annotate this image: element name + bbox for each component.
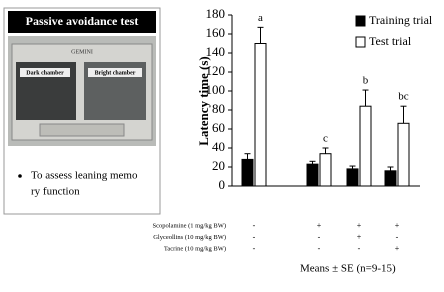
treatment-mark: + [357,221,362,230]
y-tick-label: 60 [212,120,225,135]
treatment-mark: - [318,244,321,253]
label-bg [20,68,70,77]
bar [359,105,372,187]
treatment-mark: + [357,232,362,241]
bar [384,170,397,187]
treatment-mark: + [395,244,400,253]
legend-label: Test trial [369,34,412,48]
label-bg [88,68,142,77]
bar [306,163,319,187]
treatment-mark: - [253,232,256,241]
treatment-mark: - [396,232,399,241]
significance-label: a [258,12,263,24]
bright-label: Bright chamber [95,70,136,76]
dark-label: Dark chamber [26,70,64,76]
y-tick-label: 120 [206,63,226,78]
significance-label: bc [398,91,409,103]
treatment-mark: - [253,221,256,230]
legend-swatch [355,15,366,27]
panel-title-bar [8,11,156,33]
legend-label: Training trial [369,13,433,27]
y-tick-label: 100 [206,82,226,97]
y-tick-label: 0 [219,177,226,192]
panel-title: Passive avoidance test [26,14,139,28]
y-tick-label: 20 [212,158,225,173]
drawer [39,123,125,137]
bar [397,122,410,187]
treatment-name: Tacrine (10 mg/kg BW) [164,245,226,252]
y-tick-label: 40 [212,139,225,154]
y-axis-label: Latency time (s) [196,56,211,146]
legend-swatch [355,36,366,48]
y-tick-label: 160 [206,25,226,40]
bullet-text: ry function [31,186,80,198]
significance-label: b [363,75,369,87]
bar [319,153,332,187]
caption: Means ± SE (n=9-15) [300,263,396,275]
treatment-mark: - [253,244,256,253]
y-tick-label: 80 [212,101,225,116]
treatment-mark: + [317,221,322,230]
treatment-mark: - [318,232,321,241]
y-tick-label: 180 [206,6,226,21]
bar [241,158,254,187]
bar [346,168,359,187]
bullet-text: To assess leaning memo [31,170,138,182]
brand-label: GEMINI [71,49,93,55]
treatment-name: Glyceollins (10 mg/kg BW) [153,234,226,241]
bar [254,43,267,187]
treatment-mark: + [395,221,400,230]
bullet [18,174,22,178]
significance-label: c [323,133,328,145]
treatment-name: Scopolamine (1 mg/kg BW) [153,222,226,229]
treatment-mark: - [358,244,361,253]
y-tick-label: 140 [206,44,226,59]
